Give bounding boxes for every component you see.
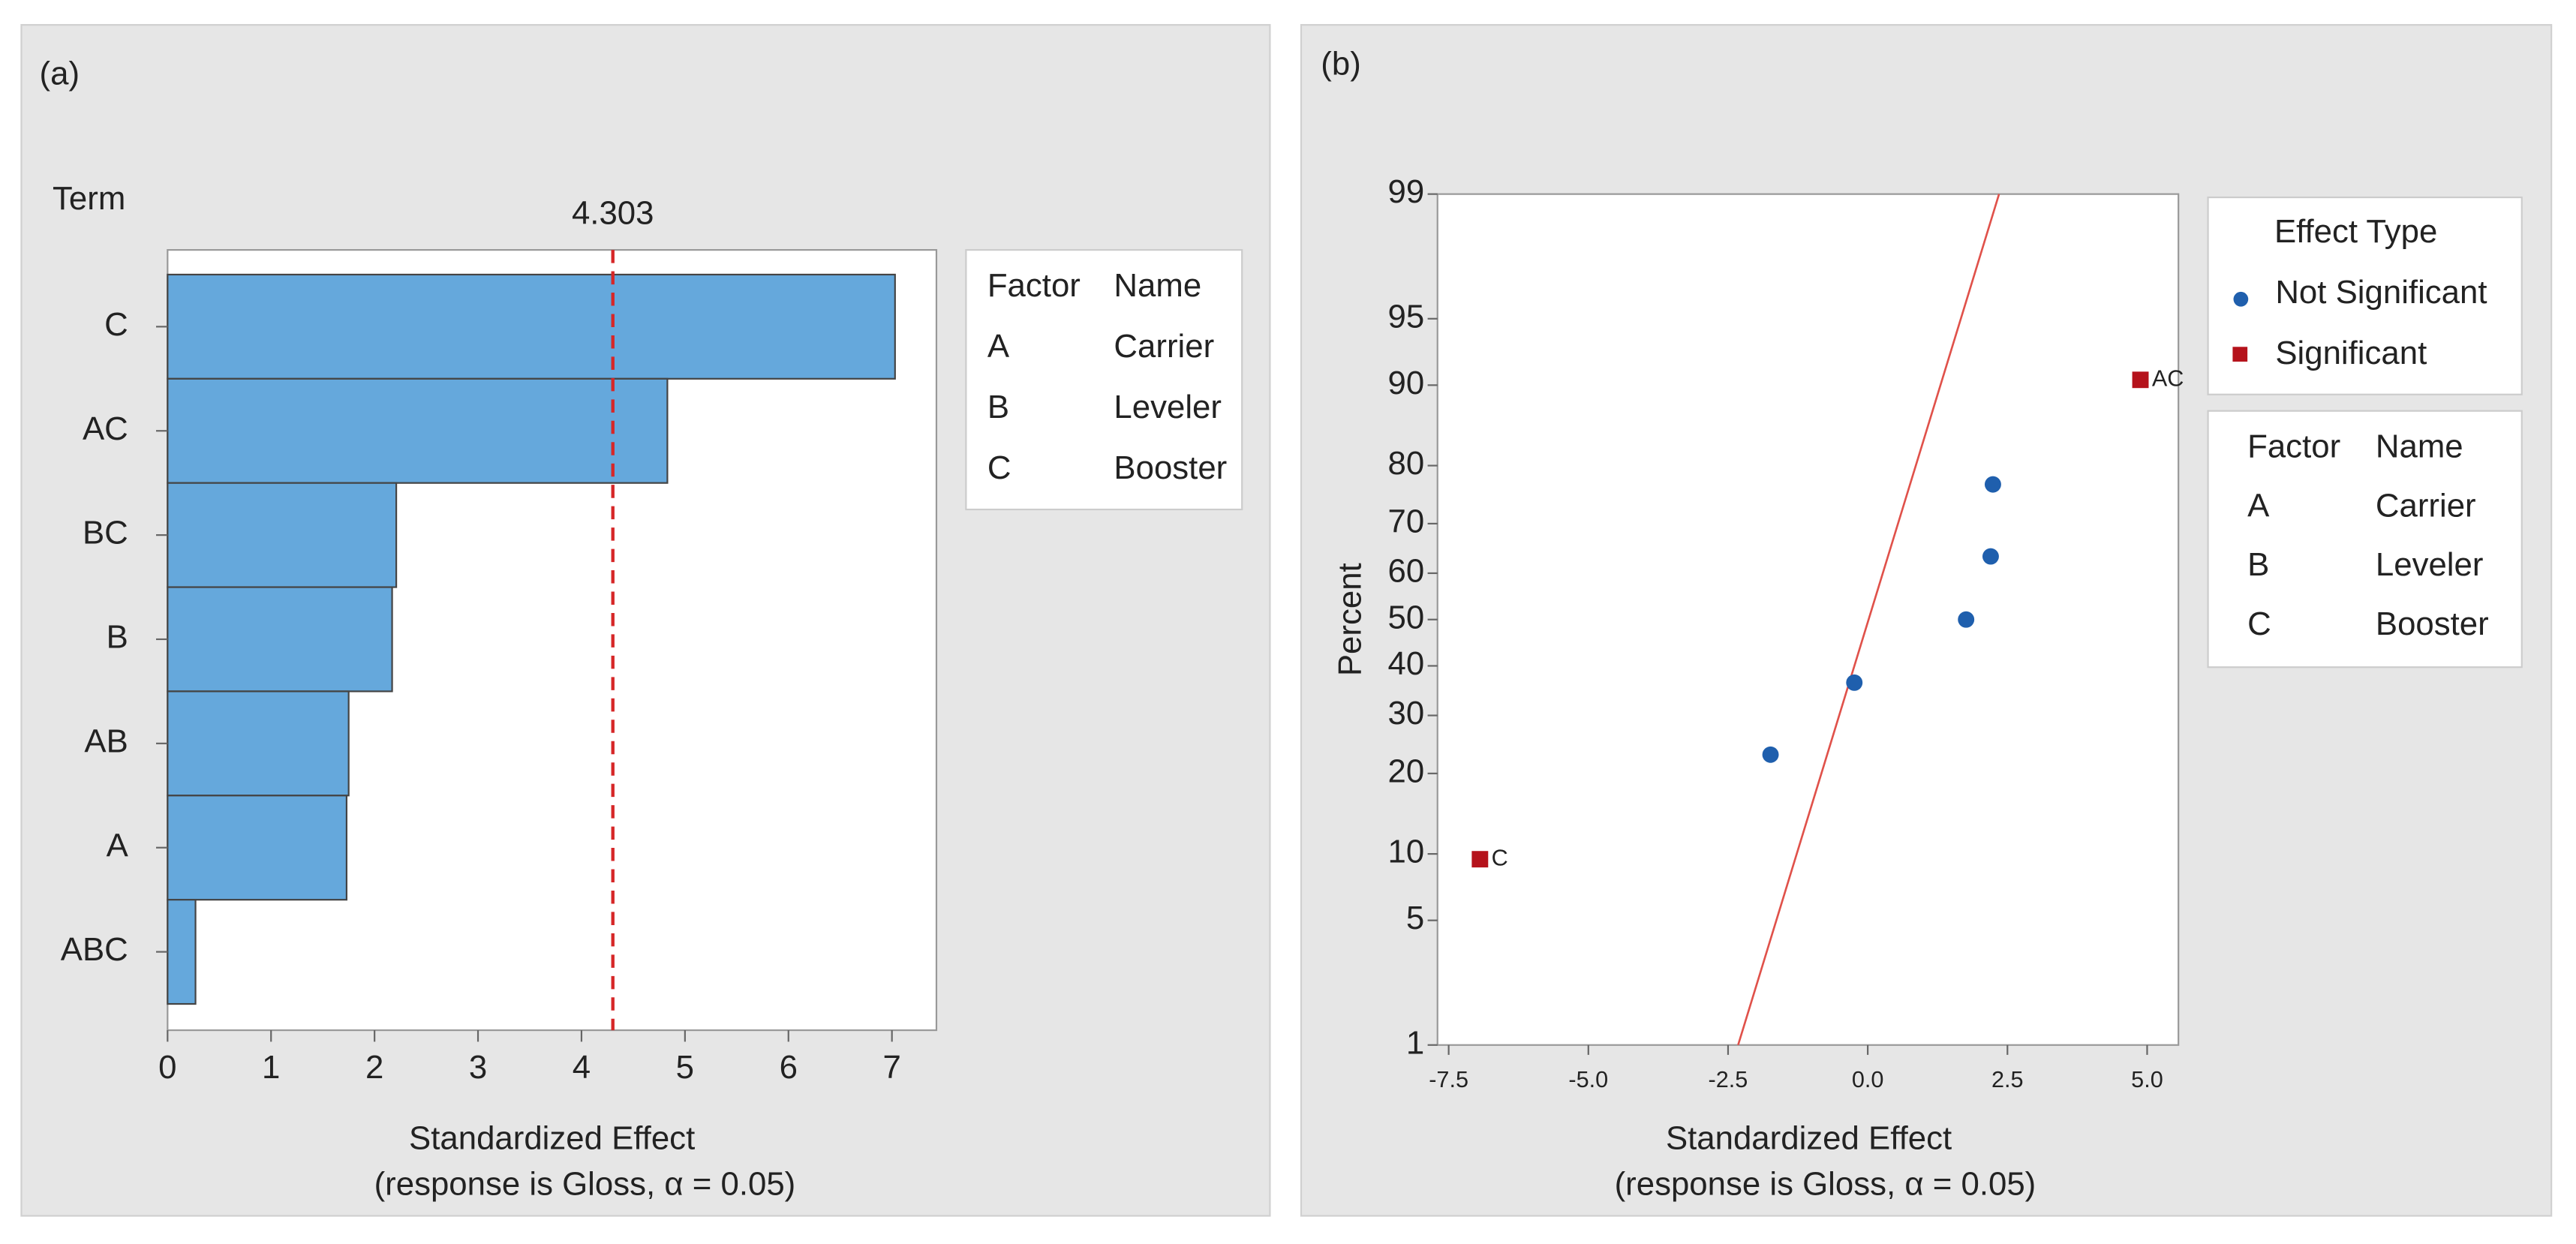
point-label: AC [2152, 365, 2184, 391]
legend-label: Significant [2275, 335, 2427, 371]
point [1958, 611, 1975, 628]
panel-label: (b) [1321, 45, 1361, 82]
x-tick-label: 4 [573, 1049, 591, 1086]
bar [167, 586, 393, 693]
point [2132, 371, 2149, 389]
bar [167, 377, 669, 484]
point [1982, 548, 1999, 565]
factor-header: Name [1114, 267, 1201, 304]
factor-cell: B [987, 389, 1009, 425]
legend-label: Not Significant [2275, 274, 2487, 311]
y-tick-label: 10 [1388, 834, 1425, 870]
point [1762, 746, 1779, 763]
y-tick-label: 90 [1388, 365, 1425, 401]
factor-table-b [2207, 410, 2523, 669]
x-axis-sublabel: (response is Gloss, α = 0.05) [374, 1166, 796, 1203]
x-tick-label: 5.0 [2131, 1067, 2163, 1092]
x-axis-label: Standardized Effect [409, 1119, 695, 1156]
factor-table-a [965, 249, 1243, 511]
factor-cell: Carrier [1114, 328, 1214, 365]
factor-cell: Booster [1114, 449, 1227, 486]
y-tick-label: 80 [1388, 445, 1425, 482]
x-axis-sublabel: (response is Gloss, α = 0.05) [1615, 1166, 2036, 1203]
legend-title: Effect Type [2274, 213, 2437, 250]
y-tick-label: 5 [1406, 900, 1424, 936]
point [1984, 476, 2001, 493]
legend-marker [2233, 291, 2249, 307]
x-tick-label: -5.0 [1568, 1067, 1608, 1092]
panel-label: (a) [40, 56, 80, 92]
y-tick-label: 95 [1388, 298, 1425, 335]
x-axis-label: Standardized Effect [1666, 1119, 1952, 1156]
x-tick-label: 7 [882, 1049, 900, 1086]
factor-cell: C [2247, 605, 2271, 642]
y-tick-label: 60 [1388, 553, 1425, 590]
bar [167, 795, 347, 901]
legend [2207, 196, 2523, 395]
x-tick-label: -2.5 [1709, 1067, 1748, 1092]
factor-cell: C [987, 449, 1011, 486]
x-tick-label: -7.5 [1429, 1067, 1468, 1092]
y-tick-label: 99 [1388, 173, 1425, 210]
x-tick-label: 1 [262, 1049, 280, 1086]
factor-cell: Booster [2376, 605, 2489, 642]
x-tick-label: 2 [365, 1049, 383, 1086]
bar [167, 482, 398, 588]
y-tick-label: AB [84, 723, 128, 759]
y-tick-label: 30 [1388, 695, 1425, 732]
y-tick-label: AC [83, 410, 128, 447]
factor-header: Name [2376, 428, 2463, 465]
y-tick-label: A [107, 827, 129, 864]
y-tick-label: C [104, 306, 128, 343]
point [1846, 674, 1863, 691]
y-tick-label: 20 [1388, 753, 1425, 789]
reference-label: 4.303 [572, 195, 654, 232]
y-tick-label: ABC [61, 931, 128, 968]
x-tick-label: 0 [158, 1049, 176, 1086]
bar [167, 273, 896, 380]
factor-header: Factor [987, 267, 1081, 304]
factor-cell: A [2247, 487, 2270, 524]
x-tick-label: 3 [469, 1049, 487, 1086]
x-tick-label: 6 [780, 1049, 798, 1086]
fit-line [1737, 194, 2000, 1046]
factor-cell: Leveler [2376, 546, 2484, 583]
y-tick-label: BC [83, 515, 128, 551]
y-axis-label: Percent [1331, 563, 1368, 676]
bar [167, 899, 197, 1005]
point [1471, 851, 1489, 868]
factor-cell: Leveler [1114, 389, 1222, 425]
plot-area-b [1436, 193, 2180, 1046]
legend-marker [2232, 347, 2248, 362]
factor-cell: A [987, 328, 1010, 365]
y-tick-label: 40 [1388, 645, 1425, 682]
factor-header: Factor [2247, 428, 2340, 465]
y-tick-label: B [107, 619, 128, 656]
factor-cell: B [2247, 546, 2269, 583]
y-tick-label: 50 [1388, 599, 1425, 636]
factor-cell: Carrier [2376, 487, 2476, 524]
bar [167, 690, 350, 797]
y-tick-label: 1 [1406, 1024, 1424, 1061]
y-tick-label: 70 [1388, 503, 1425, 539]
x-tick-label: 5 [676, 1049, 694, 1086]
y-axis-label: Term [53, 180, 125, 217]
x-tick-label: 0.0 [1852, 1067, 1884, 1092]
point-label: C [1492, 845, 1508, 870]
x-tick-label: 2.5 [1991, 1067, 2024, 1092]
